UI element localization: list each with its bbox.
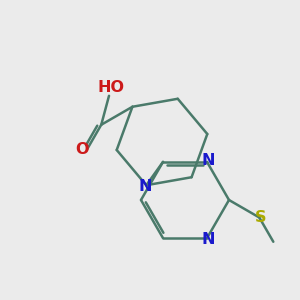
Text: N: N: [201, 153, 215, 168]
Text: N: N: [201, 232, 215, 247]
Text: O: O: [76, 142, 89, 157]
Text: N: N: [139, 179, 152, 194]
Text: S: S: [255, 210, 266, 225]
Text: HO: HO: [98, 80, 124, 95]
